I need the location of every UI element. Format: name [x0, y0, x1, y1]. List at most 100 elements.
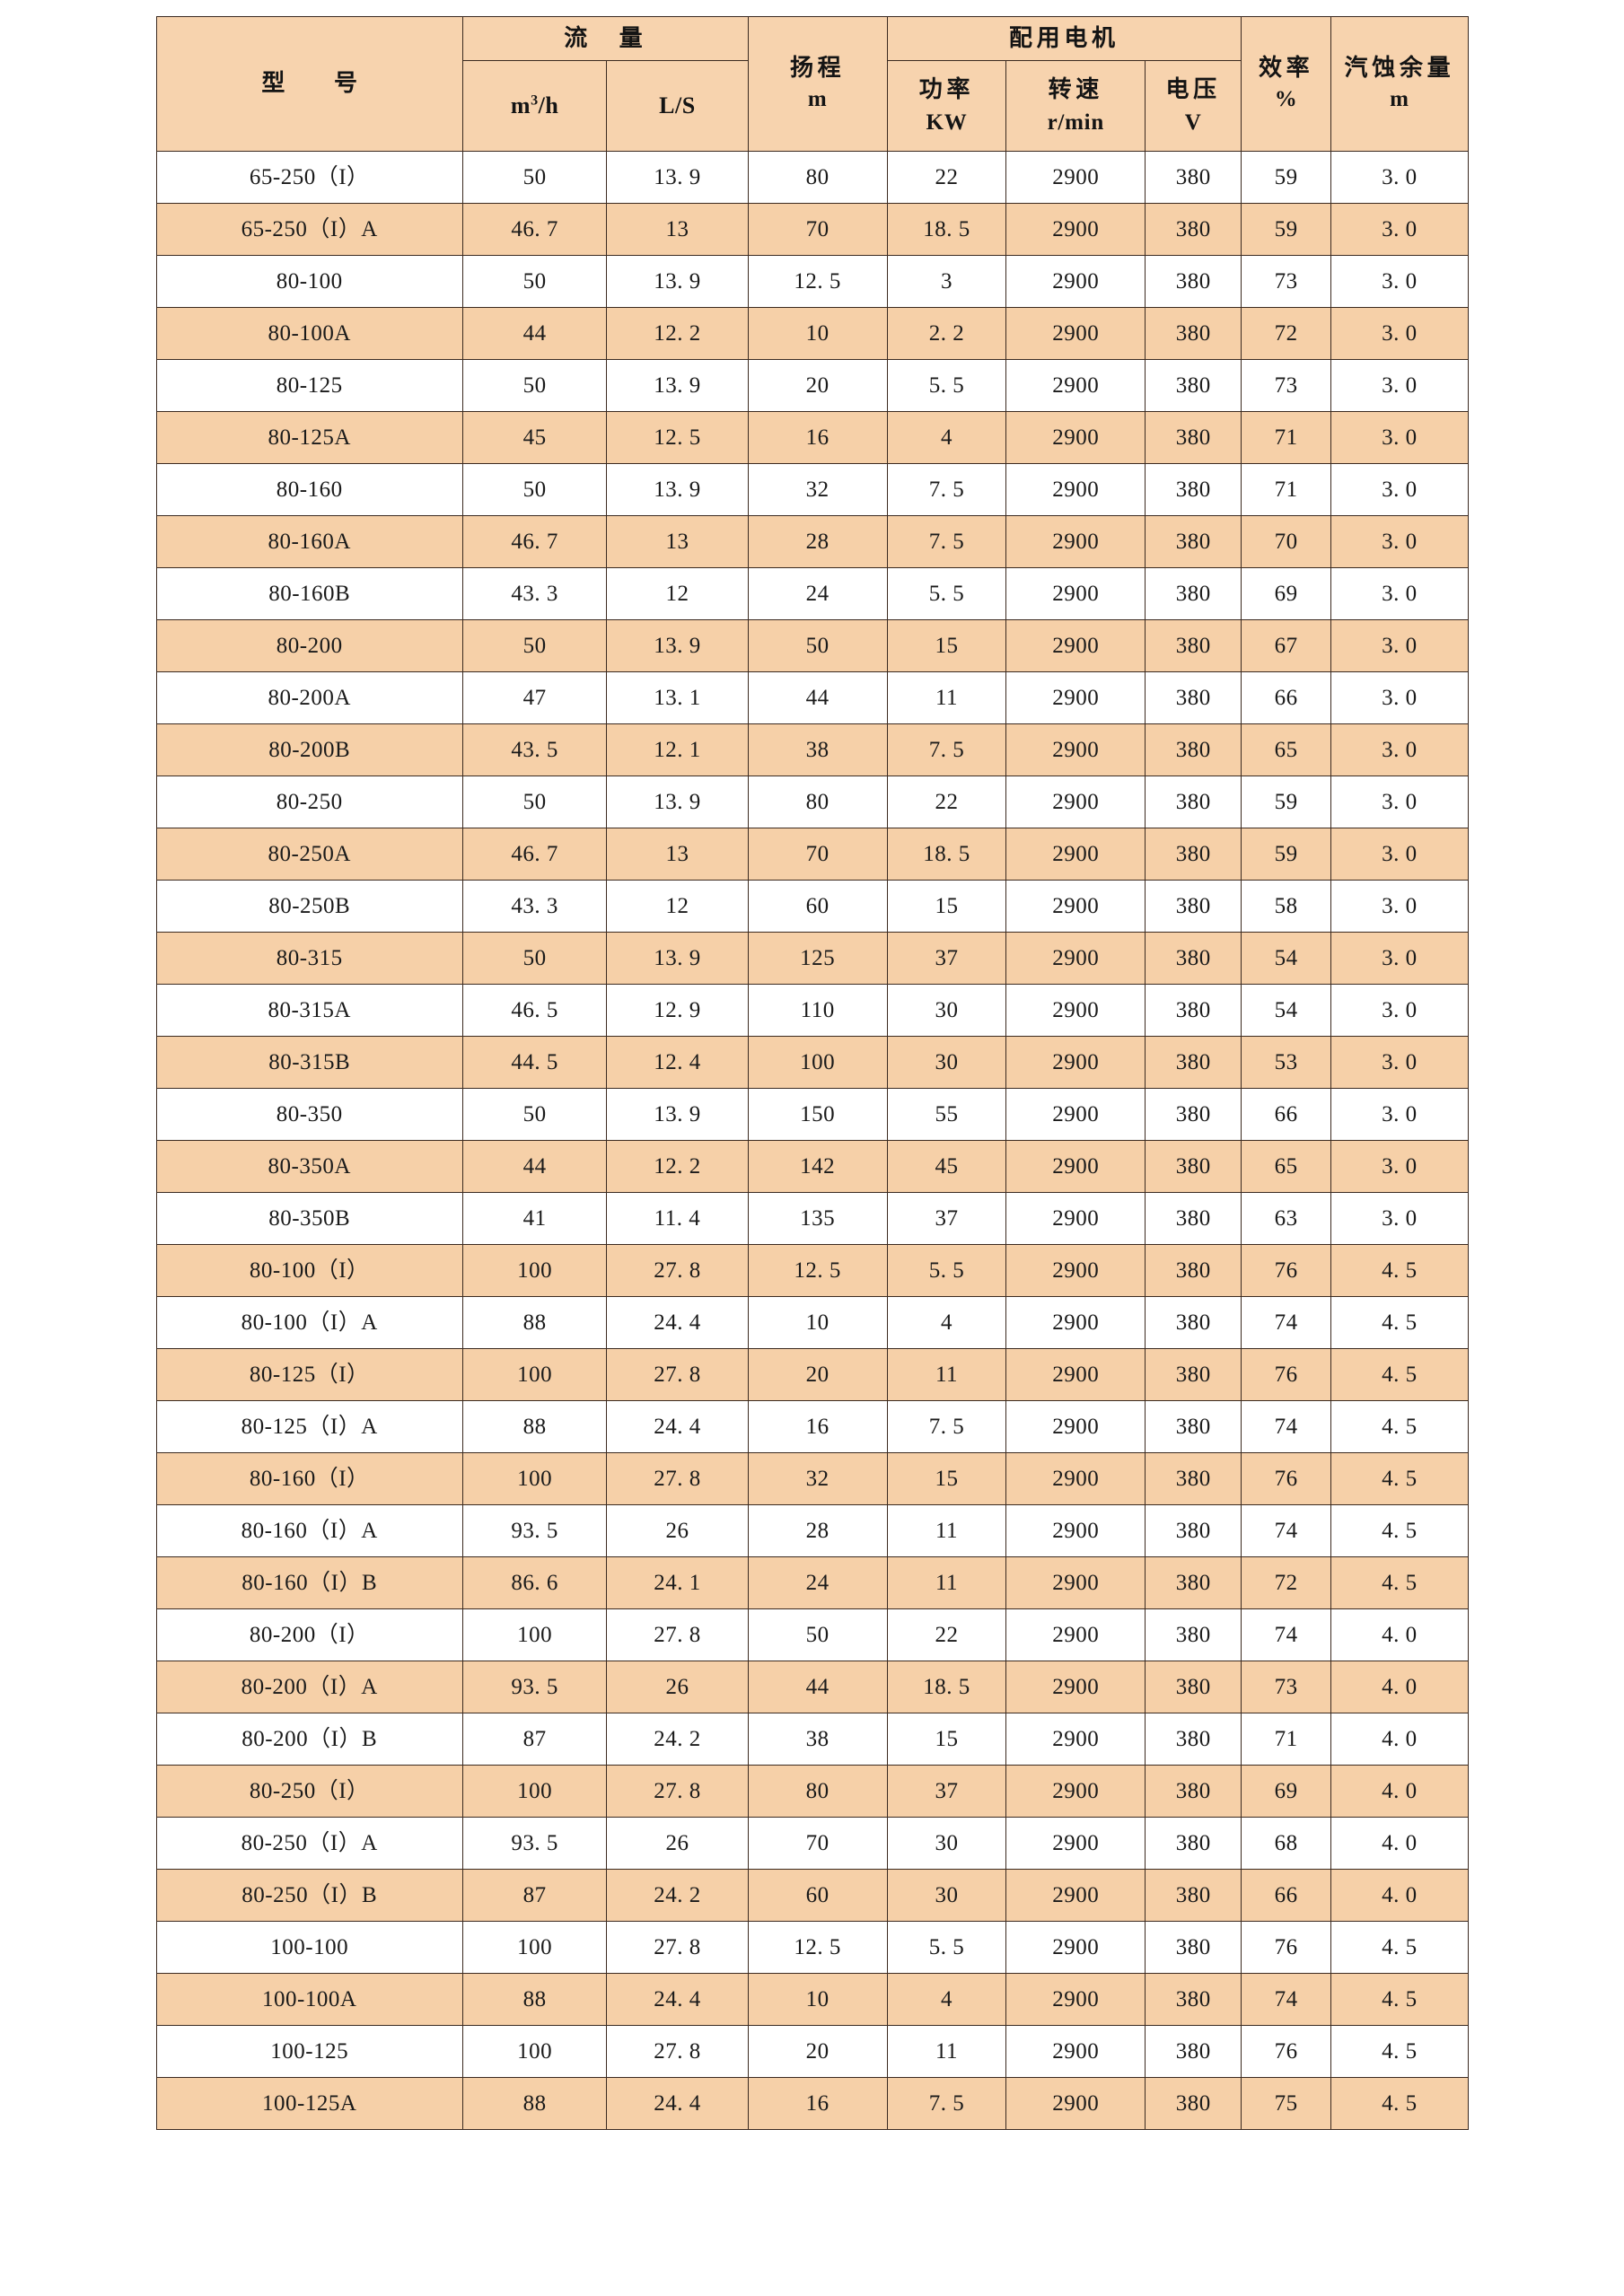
cell-motor-speed: 2900 [1005, 1661, 1146, 1713]
cell-motor-power: 37 [886, 1192, 1007, 1245]
cell-head: 110 [747, 984, 888, 1037]
cell-npsh: 3. 0 [1330, 1140, 1469, 1193]
column-header-flow-ls: L/S [606, 60, 749, 152]
cell-flow-ls: 27. 8 [606, 1244, 749, 1297]
column-header-motor-voltage-unit: V [1184, 110, 1202, 135]
cell-flow-ls: 12. 5 [606, 411, 749, 464]
cell-npsh: 4. 5 [1330, 1296, 1469, 1349]
cell-head: 142 [747, 1140, 888, 1193]
column-header-motor-speed-stack: 转速 r/min [1006, 61, 1145, 151]
cell-flow-m3h: 93. 5 [461, 1817, 608, 1870]
cell-motor-voltage: 380 [1145, 984, 1242, 1037]
cell-flow-m3h: 100 [461, 1921, 608, 1974]
cell-flow-ls: 12. 2 [606, 307, 749, 360]
cell-motor-speed: 2900 [1005, 1036, 1146, 1089]
cell-model: 80-125 [155, 359, 463, 412]
cell-motor-speed: 2900 [1005, 1817, 1146, 1870]
cell-motor-voltage: 380 [1145, 1348, 1242, 1401]
cell-flow-m3h: 93. 5 [461, 1504, 608, 1557]
cell-npsh: 4. 5 [1330, 1921, 1469, 1974]
cell-model: 65-250（I）A [155, 203, 463, 256]
cell-npsh: 3. 0 [1330, 776, 1469, 828]
cell-motor-speed: 2900 [1005, 1140, 1146, 1193]
cell-flow-ls: 27. 8 [606, 1921, 749, 1974]
cell-npsh: 3. 0 [1330, 515, 1469, 568]
table-row: 80-125（I） 100 27. 8 20 11 2900 380 76 4. 5 [155, 1348, 1469, 1401]
cell-model: 80-315 [155, 932, 463, 985]
column-header-motor-voltage: 电压 V [1145, 60, 1242, 152]
cell-motor-power: 15 [886, 880, 1007, 933]
cell-model: 80-250A [155, 828, 463, 881]
cell-flow-m3h: 88 [461, 1296, 608, 1349]
cell-head: 100 [747, 1036, 888, 1089]
cell-motor-power: 22 [886, 151, 1007, 204]
table-row: 80-160 50 13. 9 32 7. 5 2900 380 71 3. 0 [155, 463, 1469, 516]
cell-npsh: 4. 5 [1330, 2077, 1469, 2130]
cell-head: 24 [747, 567, 888, 620]
cell-npsh: 3. 0 [1330, 567, 1469, 620]
table-row: 80-315A 46. 5 12. 9 110 30 2900 380 54 3. 0 [155, 984, 1469, 1037]
cell-motor-voltage: 380 [1145, 515, 1242, 568]
table-body: 65-250（I） 50 13. 9 80 22 2900 380 59 3. 0 65-250（… [155, 151, 1469, 2130]
cell-efficiency: 71 [1240, 463, 1332, 516]
cell-flow-m3h: 100 [461, 2025, 608, 2078]
cell-model: 80-250（I）B [155, 1869, 463, 1922]
column-header-npsh-label: 汽蚀余量 [1344, 55, 1455, 83]
table-row: 80-200（I）A 93. 5 26 44 18. 5 2900 380 73 4. 0 [155, 1661, 1469, 1713]
cell-motor-speed: 2900 [1005, 515, 1146, 568]
cell-motor-speed: 2900 [1005, 1608, 1146, 1661]
column-group-header-flow-label: 流 量 [564, 24, 647, 52]
cell-head: 12. 5 [747, 1921, 888, 1974]
column-group-header-motor: 配用电机 [886, 16, 1242, 61]
cell-model: 80-100A [155, 307, 463, 360]
table-row: 80-315 50 13. 9 125 37 2900 380 54 3. 0 [155, 932, 1469, 985]
cell-flow-ls: 27. 8 [606, 1452, 749, 1505]
cell-npsh: 3. 0 [1330, 463, 1469, 516]
cell-motor-power: 22 [886, 1608, 1007, 1661]
cell-motor-power: 18. 5 [886, 828, 1007, 881]
cell-motor-speed: 2900 [1005, 932, 1146, 985]
cell-motor-power: 7. 5 [886, 723, 1007, 776]
cell-motor-speed: 2900 [1005, 1504, 1146, 1557]
cell-head: 32 [747, 463, 888, 516]
cell-motor-power: 55 [886, 1088, 1007, 1141]
cell-model: 80-350 [155, 1088, 463, 1141]
cell-flow-ls: 24. 4 [606, 1296, 749, 1349]
cell-npsh: 3. 0 [1330, 411, 1469, 464]
cell-head: 60 [747, 880, 888, 933]
cell-efficiency: 74 [1240, 1504, 1332, 1557]
cell-model: 80-315A [155, 984, 463, 1037]
cell-motor-power: 4 [886, 1973, 1007, 2026]
table-row: 80-250 50 13. 9 80 22 2900 380 59 3. 0 [155, 776, 1469, 828]
cell-flow-m3h: 46. 7 [461, 515, 608, 568]
cell-npsh: 4. 0 [1330, 1608, 1469, 1661]
cell-efficiency: 71 [1240, 411, 1332, 464]
cell-npsh: 3. 0 [1330, 932, 1469, 985]
cell-flow-ls: 12 [606, 880, 749, 933]
cell-npsh: 3. 0 [1330, 151, 1469, 204]
cell-efficiency: 53 [1240, 1036, 1332, 1089]
header-row-sub: m3/h L/S 功率 KW 转速 r/min [156, 60, 1468, 152]
cell-flow-m3h: 88 [461, 2077, 608, 2130]
cell-head: 125 [747, 932, 888, 985]
cell-efficiency: 69 [1240, 1765, 1332, 1818]
cell-model: 80-200（I）B [155, 1713, 463, 1766]
cell-head: 10 [747, 1296, 888, 1349]
cell-efficiency: 74 [1240, 1400, 1332, 1453]
cell-motor-speed: 2900 [1005, 1088, 1146, 1141]
cell-flow-m3h: 87 [461, 1713, 608, 1766]
cell-flow-m3h: 45 [461, 411, 608, 464]
cell-flow-ls: 12 [606, 567, 749, 620]
cell-motor-power: 5. 5 [886, 1921, 1007, 1974]
cell-motor-speed: 2900 [1005, 619, 1146, 672]
cell-flow-ls: 24. 2 [606, 1869, 749, 1922]
cell-efficiency: 76 [1240, 1244, 1332, 1297]
cell-flow-ls: 24. 1 [606, 1556, 749, 1609]
cell-motor-speed: 2900 [1005, 671, 1146, 724]
cell-motor-power: 4 [886, 1296, 1007, 1349]
cell-flow-ls: 13. 1 [606, 671, 749, 724]
column-header-motor-power-stack: 功率 KW [888, 61, 1005, 151]
cell-model: 80-350B [155, 1192, 463, 1245]
cell-flow-m3h: 88 [461, 1973, 608, 2026]
